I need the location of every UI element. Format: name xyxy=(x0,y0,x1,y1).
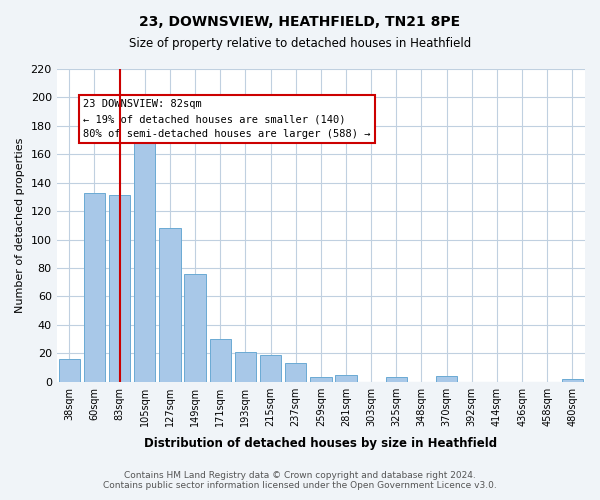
Bar xyxy=(335,374,356,382)
Text: 23, DOWNSVIEW, HEATHFIELD, TN21 8PE: 23, DOWNSVIEW, HEATHFIELD, TN21 8PE xyxy=(139,15,461,29)
Bar xyxy=(209,339,231,382)
Bar xyxy=(59,359,80,382)
Bar xyxy=(285,363,307,382)
Text: 23 DOWNSVIEW: 82sqm
← 19% of detached houses are smaller (140)
80% of semi-detac: 23 DOWNSVIEW: 82sqm ← 19% of detached ho… xyxy=(83,99,371,139)
X-axis label: Distribution of detached houses by size in Heathfield: Distribution of detached houses by size … xyxy=(144,437,497,450)
Bar xyxy=(235,352,256,382)
Bar xyxy=(84,192,105,382)
Bar xyxy=(310,378,332,382)
Text: Size of property relative to detached houses in Heathfield: Size of property relative to detached ho… xyxy=(129,38,471,51)
Bar xyxy=(134,120,155,382)
Text: Contains HM Land Registry data © Crown copyright and database right 2024.
Contai: Contains HM Land Registry data © Crown c… xyxy=(103,470,497,490)
Bar xyxy=(184,274,206,382)
Y-axis label: Number of detached properties: Number of detached properties xyxy=(15,138,25,313)
Bar xyxy=(260,354,281,382)
Bar xyxy=(562,379,583,382)
Bar xyxy=(159,228,181,382)
Bar xyxy=(109,196,130,382)
Bar xyxy=(436,376,457,382)
Bar xyxy=(386,378,407,382)
